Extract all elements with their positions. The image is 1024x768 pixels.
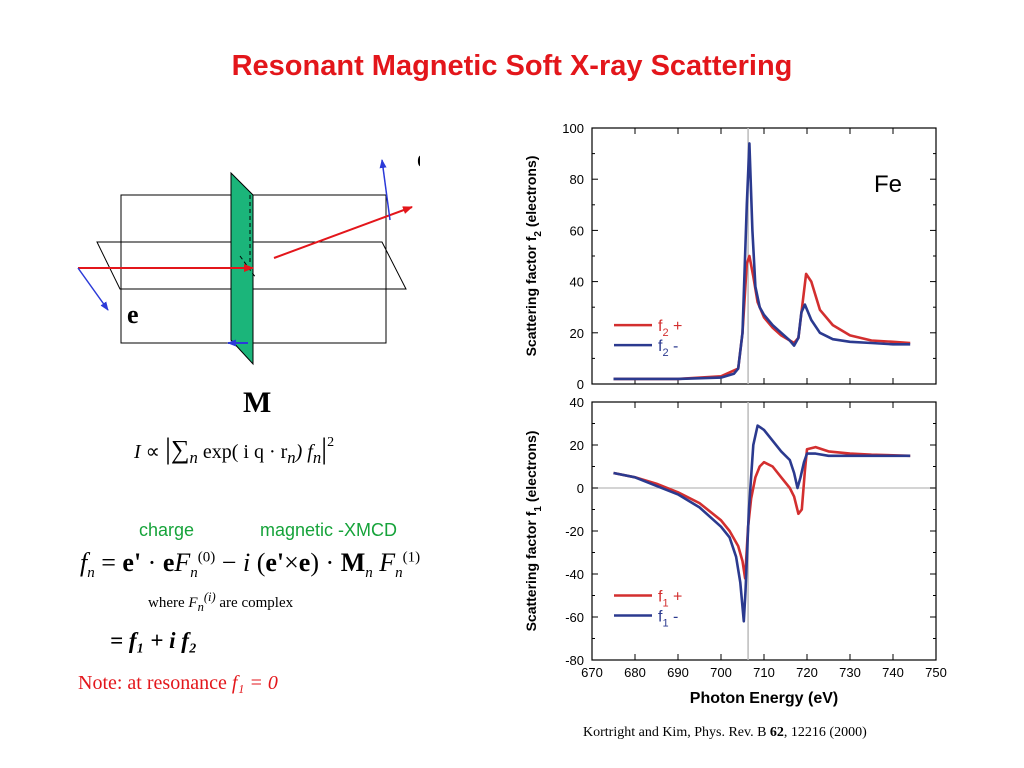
resonance-note: Note: at resonance f₁ = 0 [78, 672, 278, 694]
e-prime-label: e’ [417, 141, 420, 173]
x-tick-label: 730 [839, 665, 861, 680]
magnetic-xmcd-label: magnetic -XMCD [260, 520, 398, 540]
y-tick-label: -20 [565, 524, 584, 539]
scattering-geometry-diagram: e’ e [77, 141, 420, 366]
legend-label: f2 + [658, 318, 682, 339]
y-tick-label: -40 [565, 567, 584, 582]
plot-frame-f1-bottom [591, 401, 937, 661]
legend-label: f1 + [658, 589, 682, 610]
x-tick-label: 700 [710, 665, 732, 680]
x-tick-label: 670 [581, 665, 603, 680]
intensity-equation: I ∝ |∑n exp( i q · rn) fn|2 [134, 432, 335, 467]
citation: Kortright and Kim, Phys. Rev. B 62, 1221… [583, 725, 867, 740]
y-axis-label: Scattering factor f1 (electrons) [523, 431, 544, 632]
y-tick-label: 100 [562, 121, 584, 136]
e-label: e [127, 300, 139, 329]
x-axis-label: Photon Energy (eV) [690, 690, 838, 707]
scattering-factor-charts: 0 20 40 60 80 100 f2 +f2 - Scattering factor f2… [523, 121, 947, 707]
x-tick-label: 680 [624, 665, 646, 680]
y-tick-label: 20 [570, 326, 584, 341]
slide-title: Resonant Magnetic Soft X-ray Scattering [231, 50, 793, 82]
series-line-f1minus [613, 424, 911, 623]
element-annotation: Fe [874, 171, 902, 198]
legend-label: f2 - [658, 338, 678, 359]
x-tick-label: 750 [925, 665, 947, 680]
scattering-amplitude-equation: fn = e' · eFn(0) − i (e'×e) · Mn Fn(1) [80, 548, 421, 582]
y-tick-label: 0 [577, 377, 584, 392]
y-axis-label: Scattering factor f2 (electrons) [523, 156, 544, 357]
x-tick-label: 720 [796, 665, 818, 680]
y-tick-label: 0 [577, 481, 584, 496]
incident-polarization-arrow [77, 267, 109, 311]
y-tick-label: 20 [570, 438, 584, 453]
scattered-polarization-arrow [379, 159, 391, 221]
x-tick-label: 690 [667, 665, 689, 680]
y-tick-label: 40 [570, 275, 584, 290]
series-line-f1plus [613, 445, 911, 580]
y-tick-label: 80 [570, 172, 584, 187]
y-tick-label: 60 [570, 223, 584, 238]
plane-dashed-line-2 [239, 255, 257, 279]
y-tick-label: 40 [570, 395, 584, 410]
x-tick-label: 710 [753, 665, 775, 680]
horizontal-scattering-plane [96, 241, 407, 290]
series-line-f2minus [613, 142, 911, 381]
y-tick-label: -60 [565, 610, 584, 625]
charge-label: charge [139, 520, 195, 540]
magnetization-label: M [243, 386, 272, 419]
complex-note: where Fn(i) are complex [148, 590, 294, 614]
complex-decomposition-equation: = f₁ + i f₂ [110, 628, 197, 653]
y-tick-label: -80 [565, 653, 584, 668]
scattered-beam-arrow [273, 206, 413, 259]
legend-label: f1 - [658, 609, 678, 630]
x-tick-label: 740 [882, 665, 904, 680]
